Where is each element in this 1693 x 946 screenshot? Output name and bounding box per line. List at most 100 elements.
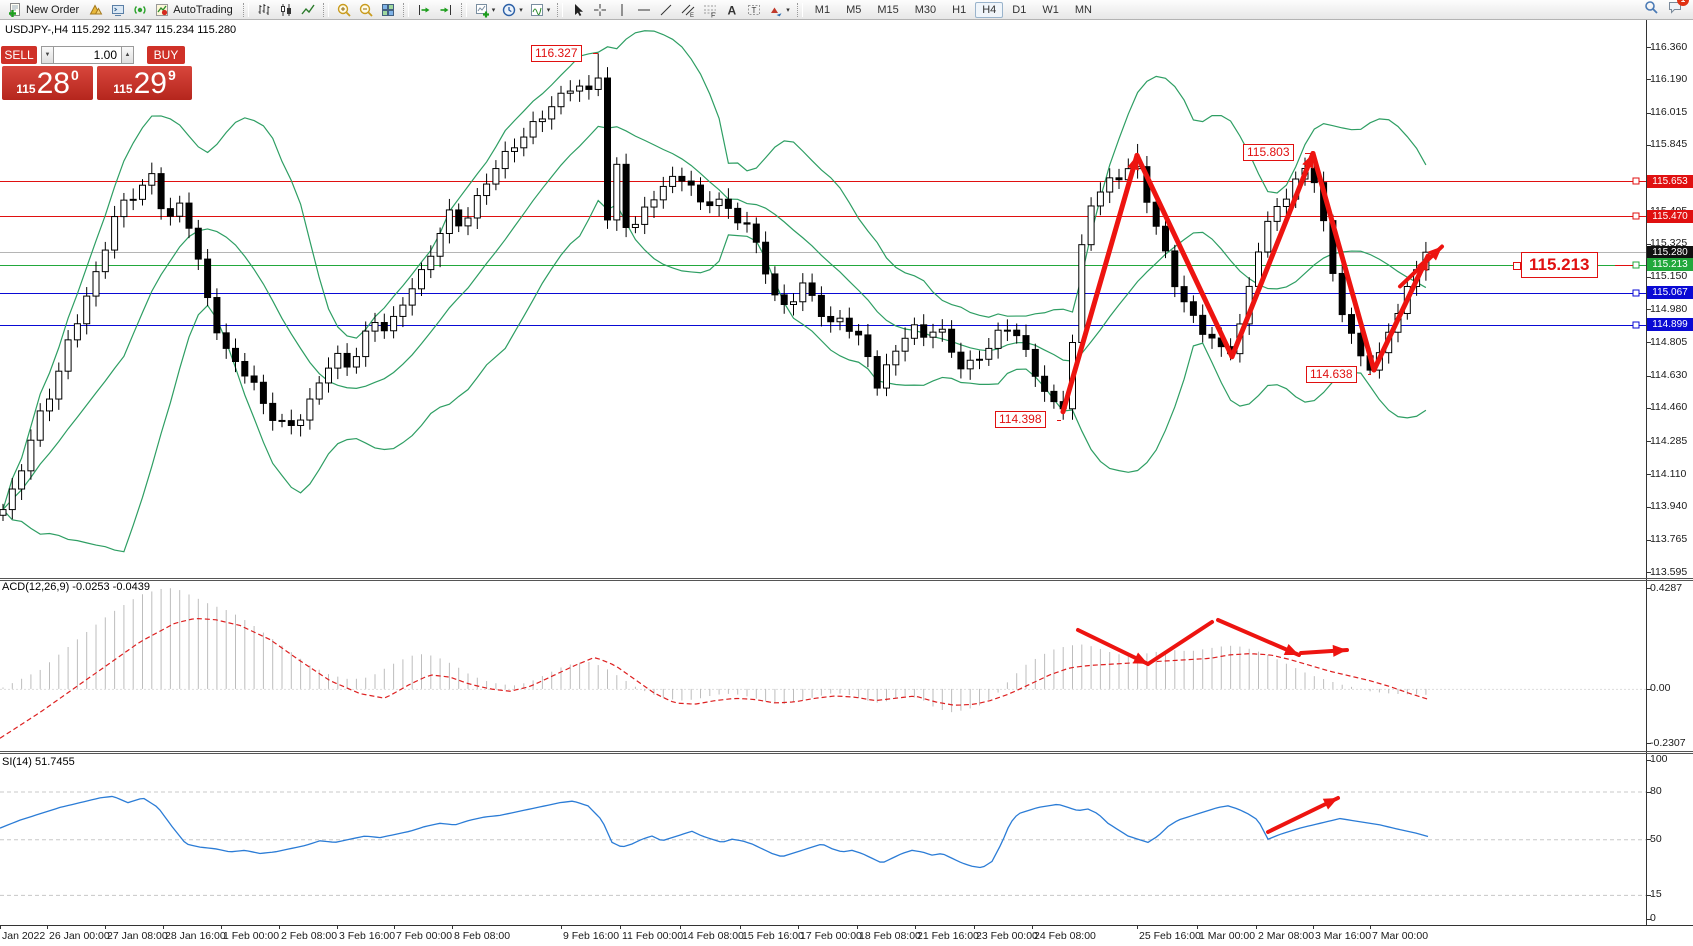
timeframe-m15-button[interactable]: M15 [877, 3, 899, 16]
cursor-button[interactable] [568, 1, 588, 19]
price-tick-label: 114.630 [1650, 369, 1688, 382]
chart-shift-icon [438, 2, 454, 18]
price-tick-label: 114.805 [1650, 335, 1688, 348]
price-annotation[interactable]: 114.638 [1306, 366, 1357, 383]
fibonacci-icon: F [702, 2, 718, 18]
time-axis-ticks [0, 925, 1371, 929]
bollinger-bands [2, 30, 1427, 553]
indicators-button[interactable]: ▾ [527, 1, 553, 19]
auto-scroll-icon [416, 2, 432, 18]
metaquotes-button[interactable] [86, 1, 106, 19]
chart-shift-button[interactable] [436, 1, 456, 19]
annotation-handle [1513, 261, 1521, 270]
auto-scroll-button[interactable] [414, 1, 434, 19]
macd-tick-label: 0.00 [1650, 682, 1671, 695]
rsi-tick-label: 0 [1650, 912, 1656, 925]
search-button[interactable] [1643, 0, 1659, 20]
volume-input[interactable] [54, 46, 121, 64]
crosshair-button[interactable] [590, 1, 610, 19]
bar-chart-button[interactable] [254, 1, 274, 19]
bid-prefix: 115 [16, 82, 36, 96]
tile-windows-button[interactable] [378, 1, 398, 19]
horizontal-line-button[interactable] [634, 1, 654, 19]
toolbar-separator [796, 2, 803, 17]
candles [0, 53, 1430, 521]
time-axis-label: 1 Mar 00:00 [1199, 930, 1256, 942]
timeframe-d1-button[interactable]: D1 [1012, 3, 1027, 16]
vertical-line-button[interactable] [612, 1, 632, 19]
tile-windows-icon [380, 2, 396, 18]
time-axis-label: 21 Feb 16:00 [917, 930, 979, 942]
timeframe-m5-button[interactable]: M5 [846, 3, 862, 16]
toolbar-separator [460, 2, 467, 17]
price-tick-label: 114.110 [1650, 467, 1687, 480]
autotrading-button-label: AutoTrading [173, 3, 233, 16]
time-axis-label: 1 Feb 00:00 [223, 930, 280, 942]
price-annotation[interactable]: 116.327 [531, 45, 582, 62]
price-tick-label: 115.845 [1650, 138, 1688, 151]
timeframe-mn-button[interactable]: MN [1074, 3, 1092, 16]
price-tick-label: 113.595 [1650, 565, 1688, 578]
time-axis-label: 15 Feb 16:00 [742, 930, 804, 942]
time-axis-label: 18 Feb 08:00 [859, 930, 921, 942]
axis-ticks [1646, 47, 1651, 920]
timeframe-m30-button[interactable]: M30 [914, 3, 937, 16]
time-axis-label: 26 Jan 00:00 [49, 930, 110, 942]
toolbar-separator [242, 2, 249, 17]
timeframe-h4-button[interactable]: H4 [975, 1, 1004, 18]
toolbar-separator [322, 2, 329, 17]
time-axis-label: 25 Feb 16:00 [1139, 930, 1201, 942]
new-order-button[interactable]: New Order [5, 1, 84, 19]
time-axis-label: 9 Feb 16:00 [563, 930, 620, 942]
text-label-button[interactable]: T [744, 1, 764, 19]
bar-chart-icon [256, 2, 272, 18]
timeframe-m1-button[interactable]: M1 [814, 3, 831, 16]
notifications-button[interactable]: 1 [1667, 0, 1689, 20]
time-axis-label: 2 Mar 08:00 [1258, 930, 1315, 942]
toolbar-separator [402, 2, 409, 17]
fibonacci-button[interactable]: F [700, 1, 720, 19]
bid-price-box[interactable]: 115 28 0 [2, 66, 93, 100]
buy-button[interactable]: BUY [147, 46, 185, 64]
new-chart-button[interactable]: ▾ [472, 1, 498, 19]
price-tick-label: 116.190 [1650, 72, 1688, 85]
chevron-down-icon: ▾ [786, 6, 790, 14]
candlestick-button[interactable] [276, 1, 296, 19]
zoom-out-button[interactable] [356, 1, 376, 19]
price-annotation[interactable]: 115.803 [1243, 144, 1294, 161]
horizontal-lines [0, 177, 1646, 329]
line-chart-button[interactable] [298, 1, 318, 19]
autotrading-button[interactable]: AutoTrading [152, 1, 238, 19]
new-order-button-label: New Order [26, 3, 80, 16]
price-tag: 115.280 [1647, 245, 1693, 259]
timeframe-w1-button[interactable]: W1 [1042, 3, 1059, 16]
timeframe-h1-button[interactable]: H1 [952, 3, 967, 16]
sell-button[interactable]: SELL [1, 46, 37, 64]
indicators-icon [529, 2, 545, 18]
price-tag: 115.213 [1647, 258, 1693, 272]
profiles-button[interactable]: ▾ [499, 1, 525, 19]
price-tick-label: 116.015 [1650, 106, 1688, 119]
channel-icon: E [680, 2, 696, 18]
price-annotation[interactable]: 115.213 [1521, 252, 1598, 278]
signals-button[interactable] [130, 1, 150, 19]
text-button[interactable]: A [722, 1, 742, 19]
shapes-icon [768, 2, 784, 18]
candlestick-icon [278, 2, 294, 18]
equidistant-channel-button[interactable]: E [678, 1, 698, 19]
time-axis-label: Jan 2022 [2, 930, 46, 942]
macd-tick-label: 0.4287 [1650, 581, 1683, 594]
rsi-tick-label: 15 [1650, 888, 1662, 901]
arrows-button[interactable]: ▾ [766, 1, 792, 19]
volume-decrease-button[interactable]: ▼ [41, 46, 54, 64]
volume-increase-button[interactable]: ▲ [121, 46, 134, 64]
ask-price-box[interactable]: 115 29 9 [97, 66, 192, 100]
trendline-button[interactable] [656, 1, 676, 19]
zoom-in-button[interactable] [334, 1, 354, 19]
price-tick-label: 116.360 [1650, 40, 1688, 53]
price-tick-label: 114.980 [1650, 302, 1688, 315]
terminal-button[interactable] [108, 1, 128, 19]
price-annotation[interactable]: 114.398 [995, 411, 1046, 428]
